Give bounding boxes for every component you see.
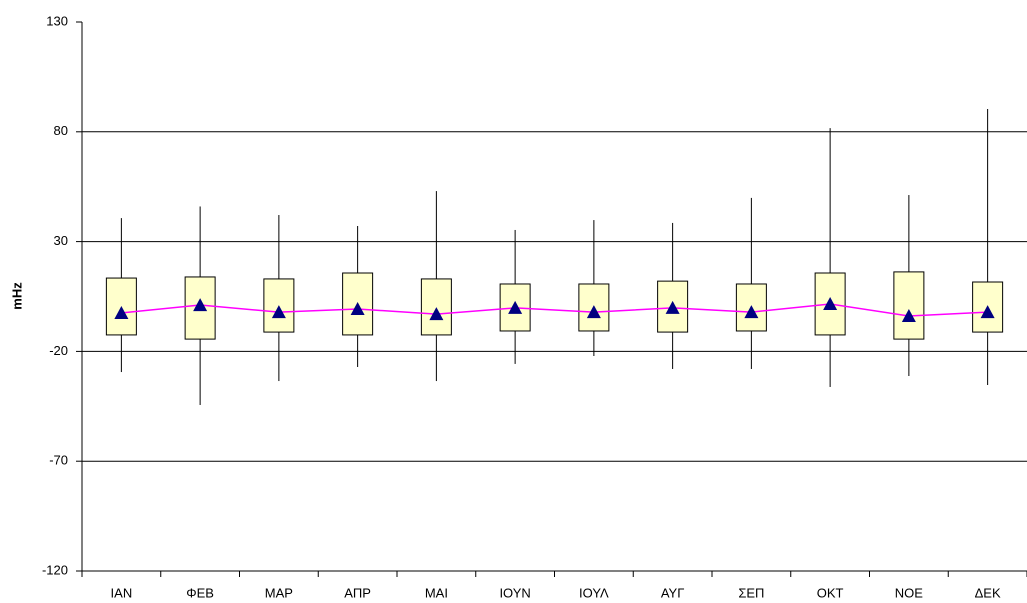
x-tick-label: ΙΟΥΛ — [579, 585, 609, 600]
x-tick-label: ΙΟΥΝ — [499, 585, 530, 600]
mean-marker — [271, 305, 286, 319]
mean-marker — [744, 305, 759, 319]
x-tick-label: ΜΑΡ — [265, 585, 293, 600]
y-tick-label: 30 — [54, 233, 68, 248]
y-tick-label: -20 — [49, 343, 68, 358]
mean-marker — [429, 307, 444, 321]
box — [657, 280, 689, 333]
x-tick-label: ΟΚΤ — [817, 585, 844, 600]
box — [893, 271, 925, 340]
x-tick-label: ΔΕΚ — [975, 585, 1001, 600]
x-tick-label: ΜΑΙ — [425, 585, 448, 600]
y-tick-label: -120 — [42, 562, 68, 577]
y-tick-label: 130 — [46, 13, 68, 28]
x-tick-label: ΝΟΕ — [895, 585, 924, 600]
x-tick-label: ΙΑΝ — [111, 585, 133, 600]
mean-marker — [901, 309, 916, 323]
mean-line — [121, 303, 988, 317]
mean-marker — [350, 302, 365, 316]
mean-marker — [980, 305, 995, 319]
mean-marker — [508, 300, 523, 314]
x-tick-label: ΣΕΠ — [738, 585, 764, 600]
mean-marker — [114, 305, 129, 319]
mean-marker — [586, 305, 601, 319]
x-tick-label: ΑΠΡ — [344, 585, 371, 600]
x-tick-label: ΑΥΓ — [661, 585, 685, 600]
y-tick-label: 80 — [54, 123, 68, 138]
mean-marker — [823, 296, 838, 310]
x-tick-label: ΦΕΒ — [186, 585, 214, 600]
y-tick-label: -70 — [49, 453, 68, 468]
box — [420, 278, 452, 336]
mean-marker — [665, 300, 680, 314]
y-axis-label: mHz — [9, 282, 24, 310]
mean-marker — [193, 298, 208, 312]
